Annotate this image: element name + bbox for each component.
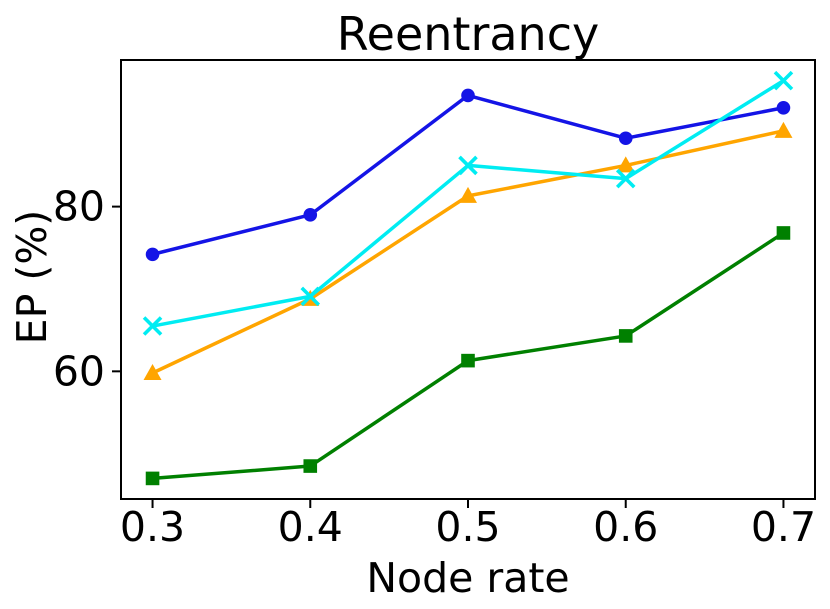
marker-cyan-x	[458, 155, 478, 176]
marker-blue-circle	[776, 100, 791, 115]
y-axis-label: EP (%)	[8, 210, 56, 345]
marker-green-square	[618, 329, 633, 343]
series-line-blue-circle	[152, 93, 784, 257]
marker-green-square	[145, 471, 160, 486]
marker-orange-triangle	[774, 121, 793, 138]
y-tick-label: 60	[53, 347, 105, 395]
marker-green-square	[303, 459, 318, 473]
marker-cyan-x	[142, 316, 163, 336]
marker-blue-circle	[303, 208, 318, 222]
marker-orange-triangle	[143, 363, 162, 380]
series-line-cyan-x	[152, 79, 785, 328]
y-tick-label: 80	[53, 183, 105, 231]
marker-blue-circle	[618, 131, 633, 146]
x-tick-label: 0.5	[435, 503, 500, 551]
chart-title: Reentrancy	[337, 7, 599, 61]
x-axis-label: Node rate	[366, 554, 569, 602]
marker-cyan-x	[615, 168, 636, 189]
axis-ticks: 0.3 0.4 0.5 0.6 0.7 60 80	[53, 183, 816, 551]
plot-series	[142, 70, 794, 486]
marker-green-square	[461, 353, 475, 368]
marker-orange-triangle	[616, 156, 635, 173]
x-tick-label: 0.6	[593, 503, 658, 551]
x-tick-label: 0.3	[120, 503, 185, 551]
marker-orange-triangle	[459, 186, 477, 203]
x-tick-label: 0.4	[278, 503, 343, 551]
x-tick-label: 0.7	[751, 503, 816, 551]
marker-cyan-x	[300, 286, 321, 307]
marker-green-square	[776, 226, 791, 240]
marker-cyan-x	[773, 70, 794, 91]
marker-blue-circle	[145, 247, 160, 262]
marker-blue-circle	[461, 88, 475, 103]
